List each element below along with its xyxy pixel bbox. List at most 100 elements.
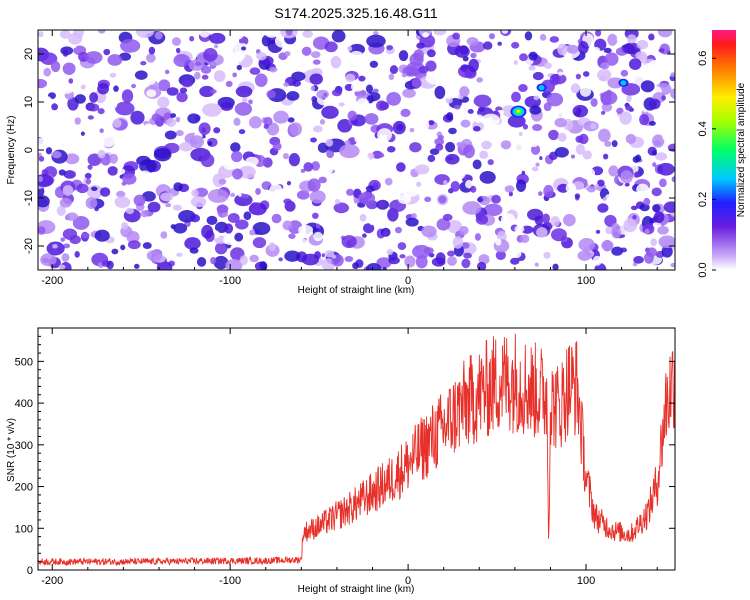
heatmap-cell [115,101,135,116]
heatmap-cell [648,98,661,110]
heatmap-cell [575,73,581,80]
heatmap-cell [445,94,452,99]
heatmap-cell [483,203,503,217]
heatmap-cell [175,116,181,123]
heatmap-cell [531,144,541,155]
heatmap-cell [397,242,407,250]
heatmap-cell [175,130,184,137]
heatmap-cell [252,237,267,249]
heatmap-cell [210,256,217,265]
heatmap-cell [662,131,674,142]
heatmap-cell [571,140,578,146]
heatmap-cell [578,41,589,55]
colorbar: 0.0 0.2 0.4 0.6 Normalized spectral amplitu… [697,30,747,278]
y-tick-label: 20 [23,48,35,60]
heatmap-cell [500,213,516,226]
heatmap-cell [619,111,632,125]
heatmap-cell [266,122,280,136]
heatmap-cell [238,209,243,214]
heatmap-cell [59,197,72,208]
heatmap-cell [595,30,602,37]
x-tick-label: -200 [41,275,63,287]
heatmap-cell [134,70,148,80]
heatmap-cell [89,92,99,103]
heatmap-cell [402,65,419,77]
heatmap-cell [236,64,243,71]
heatmap-cell [121,221,129,230]
y-tick-label: -10 [23,190,35,206]
heatmap-cell [605,225,613,235]
heatmap-cell [473,94,492,108]
heatmap-cell [309,73,323,85]
heatmap-cell [190,214,201,223]
heatmap-cell [59,30,71,39]
heatmap-cell [463,252,472,259]
heatmap-cell [534,262,539,267]
colorbar-tick-label: 0.6 [697,51,709,66]
heatmap-cell [97,108,105,115]
heatmap-cell [635,51,648,60]
heatmap-cell [253,140,263,150]
heatmap-cell [661,95,666,101]
heatmap-cell [501,30,509,34]
heatmap-cell [213,70,226,83]
heatmap-cell [493,81,509,94]
heatmap-cell [339,144,360,159]
heatmap-cell [137,170,153,185]
heatmap-cell [575,143,585,155]
heatmap-cell [607,77,624,89]
heatmap-cell [481,113,500,127]
heatmap-cell [519,53,528,62]
heatmap-cell [323,92,328,97]
heatmap-cell [318,176,327,184]
heatmap-cell [554,146,569,158]
heatmap-cell [331,30,346,43]
heatmap-cell [463,144,475,159]
heatmap-cell [631,93,646,108]
heatmap-cell [399,254,406,259]
heatmap-cell [563,213,576,227]
heatmap-cell [543,251,551,259]
heatmap-cell [290,164,300,173]
heatmap-cell [206,215,218,225]
heatmap-cell [80,84,86,90]
heatmap-cell [534,171,545,180]
heatmap-cell [533,95,540,101]
heatmap-cell [625,133,637,144]
heatmap-cell [87,153,102,166]
heatmap-cell [457,193,465,199]
heatmap-cell [636,183,650,196]
heatmap-cell [248,99,253,105]
heatmap-cell [437,134,445,140]
heatmap-cell [243,194,249,199]
heatmap-cell [434,174,450,185]
heatmap-cell [50,61,61,73]
heatmap-cell [334,74,344,87]
heatmap-cell [470,185,477,193]
heatmap-cell [344,140,351,145]
heatmap-cell [528,51,538,61]
heatmap-cell [543,184,554,198]
heatmap-cell [84,172,92,179]
heatmap-cell [74,94,86,104]
heatmap-cell [60,237,66,242]
heatmap-cell [144,123,153,130]
heatmap-cell [550,216,560,227]
heatmap-cell [263,123,269,129]
heatmap-cell [421,225,437,238]
heatmap-cell [214,44,219,49]
heatmap-cell [221,212,228,217]
heatmap-cell [310,137,317,143]
x-tick-label: 0 [405,575,411,587]
heatmap-cell [514,140,529,153]
heatmap-cell [467,108,474,114]
heatmap-cell [624,182,630,187]
heatmap-cell [401,72,407,78]
heatmap-cell [570,83,581,94]
heatmap-cell [632,215,637,220]
heatmap-cell [288,233,296,239]
heatmap-cell [521,170,526,175]
heatmap-cell [237,192,242,197]
heatmap-cell [245,156,259,166]
